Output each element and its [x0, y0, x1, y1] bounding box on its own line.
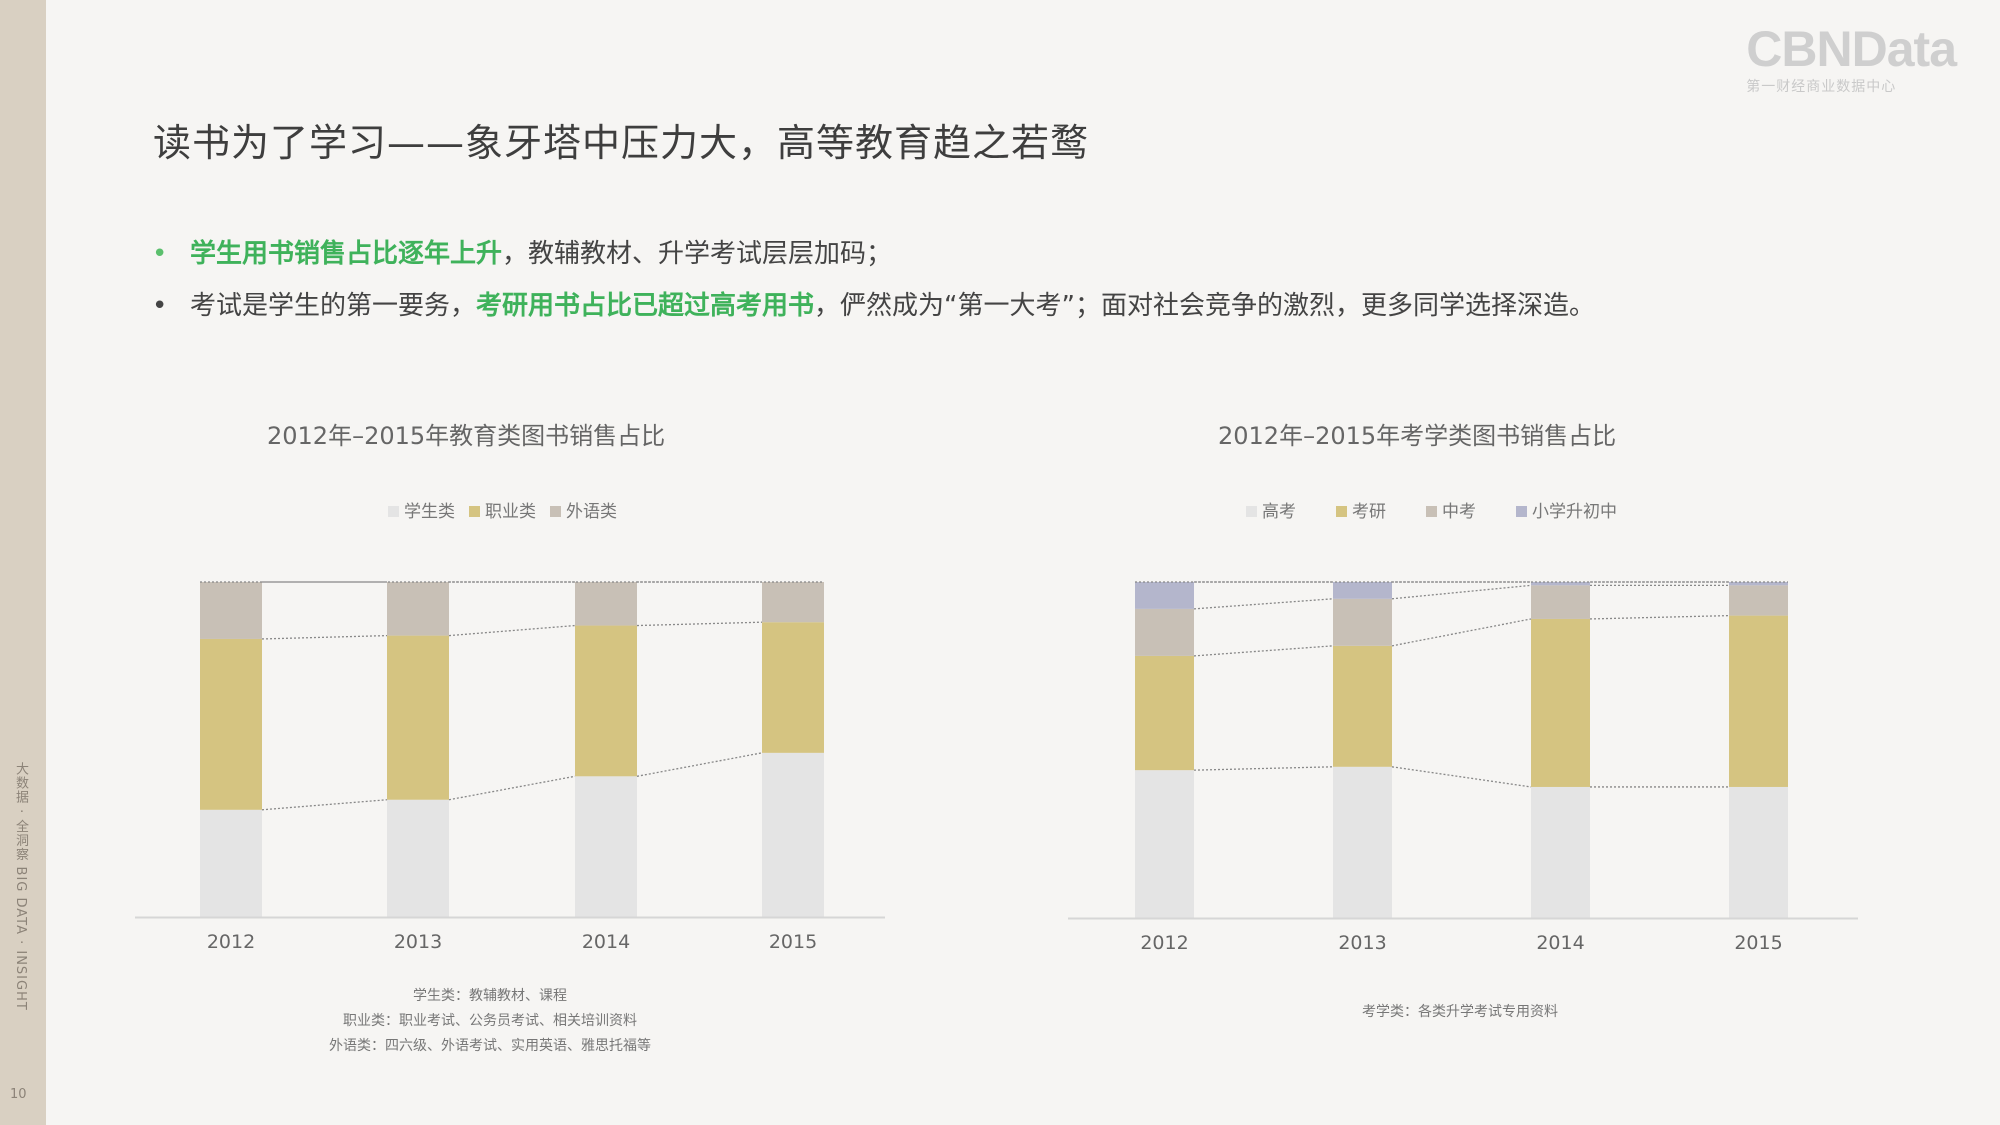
x-tick-label: 2014 [582, 931, 630, 953]
legend-item: 学生类 [388, 497, 455, 522]
chart-1-legend: 学生类 职业类 外语类 [388, 497, 631, 522]
footnote-line: 外语类：四六级、外语考试、实用英语、雅思托福等 [329, 1038, 651, 1054]
legend-swatch [388, 506, 399, 517]
bullet-2-pre: 考试是学生的第一要务， [190, 291, 477, 321]
legend-swatch [1516, 506, 1527, 517]
connector-line [1391, 766, 1532, 788]
legend-label: 中考 [1442, 502, 1476, 522]
legend-label: 小学升初中 [1532, 502, 1617, 522]
bar-segment [575, 582, 637, 626]
logo-subtitle: 第一财经商业数据中心 [1746, 79, 1897, 95]
chart-2-title: 2012年–2015年考学类图书销售占比 [1218, 422, 1617, 450]
connector-line [261, 634, 388, 640]
bar-segment [1729, 582, 1788, 586]
connector-line [1193, 766, 1334, 771]
x-tick-label: 2013 [394, 931, 442, 953]
connector-line [448, 775, 576, 801]
bar-segment [1333, 766, 1392, 918]
page-number: 10 [10, 1087, 27, 1102]
x-tick-label: 2015 [1734, 932, 1782, 954]
bar-segment [1135, 582, 1194, 609]
brand-logo: CBNData 第一财经商业数据中心 [1746, 21, 1957, 96]
logo-wordmark: CBNData [1746, 21, 1957, 77]
legend-item: 外语类 [550, 497, 617, 522]
bullet-1-highlight: 学生用书销售占比逐年上升 [190, 239, 503, 269]
bar-segment [1135, 608, 1194, 656]
legend-label: 高考 [1262, 502, 1296, 522]
footnote-line: 考学类：各类升学考试专用资料 [1362, 1004, 1558, 1020]
legend-item: 职业类 [469, 497, 536, 522]
bar-segment [387, 582, 449, 636]
bar-segment [1729, 585, 1788, 616]
bar-segment [200, 809, 262, 917]
bar-segment [1135, 770, 1194, 918]
connector-line [1193, 598, 1334, 610]
x-tick-label: 2013 [1338, 932, 1386, 954]
chart-1-footnotes: 学生类：教辅教材、课程职业类：职业考试、公务员考试、相关培训资料 外语类：四六级、… [240, 984, 740, 1059]
bullet-item-2: • 考试是学生的第一要务，考研用书占比已超过高考用书，俨然成为“第一大考”；面对… [150, 280, 1850, 332]
legend-swatch [550, 506, 561, 517]
connector-line [636, 621, 763, 627]
legend-label: 学生类 [404, 502, 455, 522]
legend-item: 中考 [1426, 497, 1476, 522]
bar-segment [1333, 645, 1392, 767]
bar-segment [1729, 615, 1788, 787]
bar-segment [387, 635, 449, 800]
bullet-2-highlight: 考研用书占比已超过高考用书 [476, 291, 815, 321]
legend-swatch [1336, 506, 1347, 517]
bullet-1-text: ，教辅教材、升学考试层层加码； [502, 239, 893, 269]
chart-1-plot: 2012 2013 2014 2015 [135, 581, 885, 953]
bar-segment [200, 582, 262, 639]
chart-2-plot: 2012 2013 2014 2015 [1068, 581, 1858, 954]
x-tick-label: 2015 [769, 931, 817, 953]
bar-segment [1135, 655, 1194, 771]
bullet-item-1: • 学生用书销售占比逐年上升，教辅教材、升学考试层层加码； [150, 228, 1850, 280]
connector-line [1589, 614, 1730, 620]
bar-segment [1729, 786, 1788, 918]
connector-line [636, 752, 763, 777]
x-tick-label: 2012 [1140, 932, 1188, 954]
bullet-dot-icon: • [152, 239, 168, 269]
legend-swatch [469, 506, 480, 517]
connector-line [1193, 645, 1334, 657]
legend-label: 外语类 [566, 502, 617, 522]
connector-line [261, 799, 388, 811]
bar-segment [1333, 582, 1392, 599]
bar-segment [762, 752, 824, 917]
bar-segment [1333, 598, 1392, 646]
connector-line [1391, 618, 1532, 647]
connector-line [1391, 584, 1532, 600]
legend-swatch [1426, 506, 1437, 517]
bar-segment [762, 622, 824, 753]
footnote-line: 职业类：职业考试、公务员考试、相关培训资料 [343, 1013, 637, 1029]
sidebar-vertical-text: 大数据 · 全洞察 BIG DATA · INSIGHT [13, 762, 28, 1011]
bar-segment [575, 776, 637, 917]
bar-segment [1531, 585, 1590, 619]
bar-segment [200, 638, 262, 810]
x-tick-label: 2012 [207, 931, 255, 953]
bar-segment [762, 582, 824, 623]
bar-segment [1531, 582, 1590, 586]
x-tick-label: 2014 [1536, 932, 1584, 954]
legend-item: 高考 [1246, 497, 1296, 522]
chart-1-title: 2012年–2015年教育类图书销售占比 [267, 422, 666, 450]
legend-label: 职业类 [485, 502, 536, 522]
bar-segment [387, 799, 449, 917]
bullet-list: • 学生用书销售占比逐年上升，教辅教材、升学考试层层加码； • 考试是学生的第一… [150, 228, 1850, 332]
bar-segment [1531, 786, 1590, 918]
legend-swatch [1246, 506, 1257, 517]
bar-segment [575, 625, 637, 777]
legend-item: 考研 [1336, 497, 1386, 522]
connector-line [448, 624, 576, 637]
legend-item: 小学升初中 [1516, 497, 1617, 522]
bullet-2-text: ，俨然成为“第一大考”；面对社会竞争的激烈，更多同学选择深造。 [814, 291, 1595, 321]
chart-2-legend: 高考 考研 中考 小学升初中 [1246, 497, 1657, 522]
bar-segment [1531, 618, 1590, 787]
sidebar: 大数据 · 全洞察 BIG DATA · INSIGHT 10 [0, 0, 46, 1125]
chart-2-footnotes: 考学类：各类升学考试专用资料 [1160, 1000, 1760, 1025]
legend-label: 考研 [1352, 502, 1386, 522]
footnote-line: 学生类：教辅教材、课程 [413, 988, 567, 1004]
bullet-dot-icon: • [152, 291, 168, 321]
page-title: 读书为了学习——象牙塔中压力大，高等教育趋之若鹜 [153, 121, 1090, 165]
